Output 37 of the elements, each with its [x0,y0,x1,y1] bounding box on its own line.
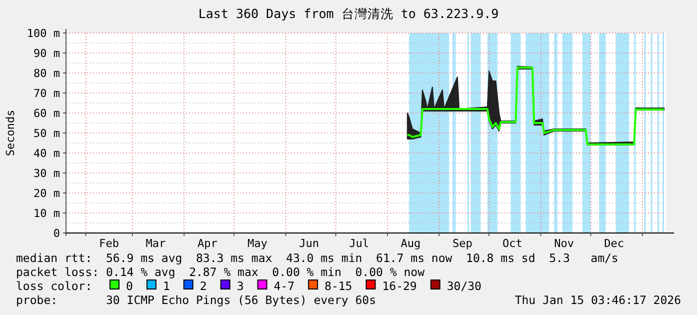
x-tick-label: Mar [146,237,166,250]
y-axis-title: Seconds [4,110,17,156]
text: median rtt: 56.9 ms avg 83.3 ms max 43.0 ms min 61.7 ms now 10.8 ms sd 5.3 am/s [16,251,618,265]
y-tick-label: 80 m [34,67,60,80]
legend-label: 3 [236,279,244,293]
text: packet loss: 0.14 % avg 2.87 % max 0.00 % min 0.00 % now [16,265,425,279]
y-tick-label: 30 m [34,167,60,180]
text: probe: 30 ICMP Echo Pings (56 Bytes) every 60s [16,293,376,307]
x-tick-label: Dec [604,237,624,250]
legend-label: 4-7 [274,279,295,293]
legend-label: 30/30 [446,279,482,293]
legend-label: 16-29 [382,279,417,293]
legend-label: 2 [200,279,207,293]
legend-label: 1 [162,279,170,293]
x-tick-label: Feb [99,237,120,250]
y-tick-label: 70 m [34,87,60,100]
y-tick-label: 50 m [34,127,60,140]
x-tick-label: Jun [299,237,320,250]
y-tick-label: 60 m [34,107,60,120]
legend-label: 0 [126,279,133,293]
x-tick-label: Nov [554,237,574,250]
chart-title: Last 360 Days from 台灣清洗 to 63.223.9.9 [198,6,499,21]
y-tick-label: 100 m [26,27,60,40]
x-tick-label: Aug [400,237,421,250]
y-tick-label: 90 m [34,47,60,60]
x-tick-label: Sep [452,237,472,250]
x-tick-label: May [247,237,268,250]
y-tick-label: 20 m [34,187,60,200]
x-tick-label: Jul [349,237,370,250]
x-tick-label: Apr [197,237,218,250]
y-tick-label: 0 [53,227,60,240]
y-tick-label: 10 m [34,207,60,220]
text: Thu Jan 15 03:46:17 2026 [514,293,682,307]
y-tick-label: 40 m [34,147,60,160]
legend-title: loss color: [16,279,92,293]
x-tick-label: Oct [502,237,522,250]
legend-label: 8-15 [324,279,352,293]
